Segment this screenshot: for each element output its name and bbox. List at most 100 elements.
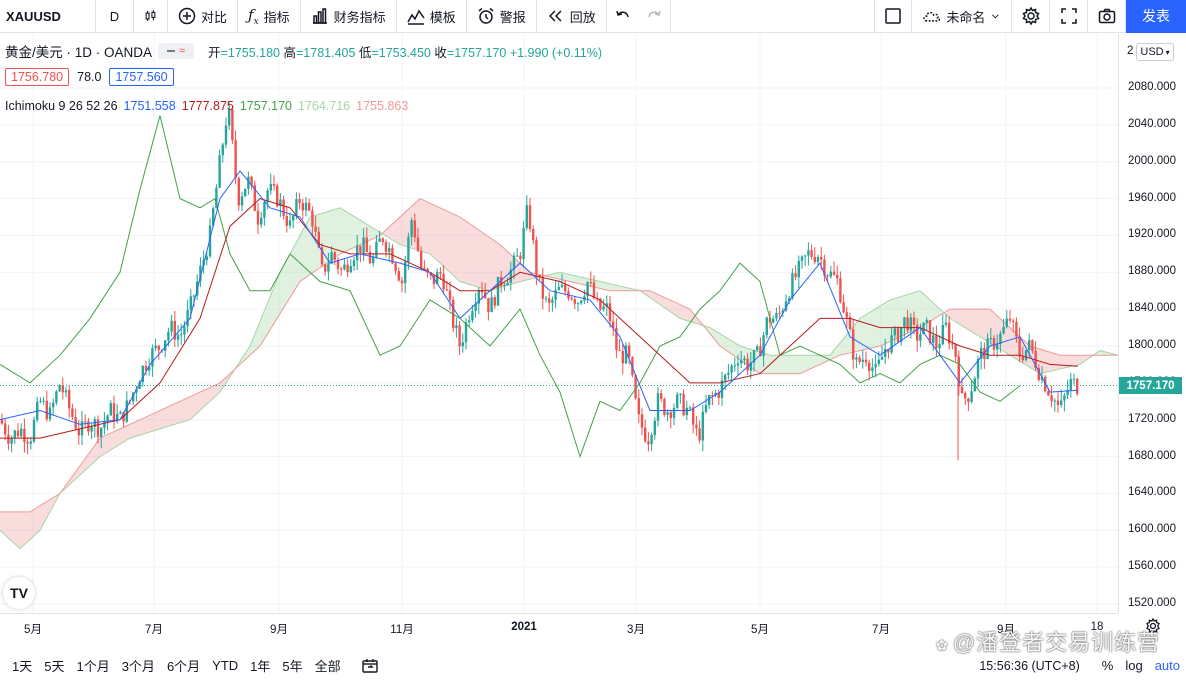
- candle-body: [704, 405, 708, 412]
- financials-button[interactable]: 财务指标: [301, 0, 397, 33]
- indicators-button[interactable]: ƒx 指标: [238, 0, 301, 33]
- candle-body: [932, 335, 935, 343]
- candle-body: [772, 318, 775, 323]
- goto-date-icon[interactable]: [361, 657, 379, 675]
- cloud-segment: [712, 328, 716, 342]
- cloud-segment: [436, 205, 440, 264]
- redo-button[interactable]: [639, 0, 671, 33]
- replay-button[interactable]: 回放: [537, 0, 607, 33]
- candle-body: [372, 257, 375, 264]
- undo-button[interactable]: [607, 0, 639, 33]
- range-button[interactable]: 6个月: [166, 659, 201, 674]
- candle-body: [874, 364, 877, 368]
- cloud-segment: [272, 282, 276, 327]
- candle-body: [791, 273, 794, 299]
- cloud-segment: [764, 353, 768, 374]
- bar-style-button[interactable]: [134, 0, 168, 33]
- time-axis[interactable]: 5月 7月 9月 11月 2021 3月 5月 7月 9月 18: [0, 613, 1118, 641]
- axis-settings-icon[interactable]: [1144, 617, 1162, 635]
- candle-body: [352, 260, 356, 267]
- currency-select[interactable]: USD ▾: [1136, 43, 1174, 61]
- interval-button[interactable]: D: [96, 0, 134, 33]
- cloud-segment: [152, 412, 156, 432]
- clock-timezone[interactable]: 15:56:36 (UTC+8): [979, 658, 1080, 673]
- settings-button[interactable]: [1012, 0, 1050, 33]
- range-button[interactable]: 1年: [250, 659, 271, 674]
- layout-menu-button[interactable]: 未命名: [912, 0, 1012, 33]
- candle-body: [199, 265, 202, 282]
- symbol-name: XAUUSD: [6, 8, 61, 24]
- log-scale-button[interactable]: log: [1125, 658, 1143, 673]
- cloud-segment: [456, 215, 460, 282]
- cloud-segment: [972, 309, 976, 335]
- candle-body: [384, 242, 388, 252]
- range-button[interactable]: 5年: [282, 659, 303, 674]
- candle-body: [941, 324, 944, 345]
- snapshot-button[interactable]: [1088, 0, 1126, 33]
- candle-body: [1066, 390, 1069, 396]
- price-chart[interactable]: [0, 34, 1118, 613]
- publish-button[interactable]: 发表: [1126, 0, 1186, 33]
- candle-body: [576, 303, 580, 305]
- candle-body: [1050, 395, 1053, 402]
- candle-body: [157, 345, 160, 350]
- cloud-segment: [92, 443, 96, 464]
- candle-body: [212, 208, 215, 226]
- candle-body: [404, 261, 407, 284]
- indicator-legend[interactable]: Ichimoku 9 26 52 26 1751.558 1777.875 1757…: [5, 99, 602, 113]
- candle-body: [58, 385, 61, 392]
- cloud-segment: [680, 304, 684, 320]
- cloud-segment: [1004, 322, 1008, 354]
- candle-body: [327, 263, 330, 272]
- candle-body: [317, 231, 320, 248]
- range-button[interactable]: 5天: [44, 659, 65, 674]
- price-label: 2080.000: [1128, 81, 1176, 93]
- alert-button[interactable]: 警报: [467, 0, 537, 33]
- legend-toggle-button[interactable]: ≈: [158, 43, 195, 59]
- cloud-segment: [120, 427, 124, 445]
- candle-body: [967, 398, 970, 402]
- symbol-search-button[interactable]: XAUUSD: [0, 0, 96, 33]
- cloud-segment: [4, 511, 8, 538]
- percent-scale-button[interactable]: %: [1101, 658, 1114, 673]
- compare-button[interactable]: 对比: [168, 0, 239, 33]
- cloud-segment: [896, 296, 900, 339]
- auto-scale-button[interactable]: auto: [1154, 658, 1180, 673]
- cloud-segment: [476, 228, 480, 288]
- candle-body: [394, 263, 397, 272]
- cloud-segment: [736, 343, 740, 360]
- range-button[interactable]: YTD: [212, 658, 239, 673]
- candle-body: [1024, 350, 1028, 361]
- range-button[interactable]: 3个月: [121, 659, 155, 674]
- candle-body: [224, 125, 228, 145]
- chart-grid: [0, 34, 1118, 613]
- candle-body: [954, 344, 957, 357]
- cloud-segment: [684, 306, 688, 321]
- price-axis[interactable]: 2080.000 2040.000 2000.000 1960.000 1920.000…: [1118, 34, 1186, 613]
- candle-body: [135, 389, 138, 393]
- cloud-segment: [276, 272, 280, 321]
- buy-price-button[interactable]: 1757.560: [109, 68, 174, 86]
- range-button[interactable]: 1天: [12, 659, 33, 674]
- cloud-segment: [52, 495, 56, 509]
- cloud-segment: [200, 390, 204, 411]
- candle-body: [71, 408, 74, 418]
- range-button[interactable]: 1个月: [76, 659, 110, 674]
- candle-body: [522, 227, 525, 260]
- cloud-segment: [796, 355, 800, 374]
- fullscreen-layout-button[interactable]: [874, 0, 912, 33]
- sell-price-button[interactable]: 1756.780: [5, 68, 70, 86]
- candle-body: [407, 236, 410, 262]
- candle-body: [132, 392, 135, 402]
- candle-body: [295, 199, 298, 216]
- fullscreen-button[interactable]: [1050, 0, 1088, 33]
- candle-body: [660, 393, 663, 399]
- candle-body: [125, 400, 128, 422]
- tradingview-logo[interactable]: TV: [3, 577, 35, 609]
- templates-button[interactable]: 模板: [397, 0, 467, 33]
- candle-body: [304, 202, 308, 211]
- cloud-segment: [348, 212, 352, 251]
- range-button[interactable]: 全部: [314, 659, 341, 674]
- cloud-segment: [980, 309, 984, 340]
- candle-body: [618, 349, 621, 352]
